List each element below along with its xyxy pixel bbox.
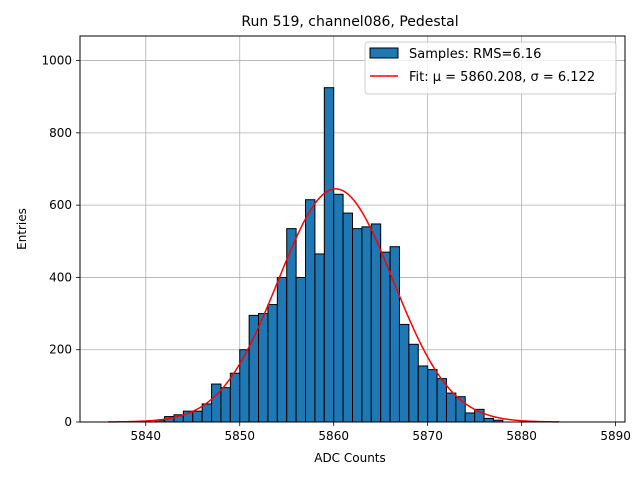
x-tick-label: 5870 — [412, 429, 443, 443]
histogram-bar — [370, 223, 382, 423]
x-axis-ticks: 5840 5850 5860 5870 5880 5890 — [131, 422, 631, 443]
legend-frame — [364, 41, 617, 95]
legend-fit-label: Fit: μ = 5860.208, σ = 6.122 — [409, 70, 595, 85]
histogram-bar — [483, 417, 494, 423]
fit-curve-group — [108, 188, 560, 423]
histogram-bar — [192, 410, 203, 423]
histogram-bar — [220, 387, 231, 423]
histogram-bar — [229, 372, 241, 423]
histogram-bar — [417, 365, 429, 423]
histogram-bar — [201, 403, 213, 423]
x-axis-label: ADC Counts — [314, 451, 386, 465]
histogram-bar — [258, 313, 269, 423]
histogram-bar — [408, 343, 419, 423]
histogram-bar — [352, 228, 363, 423]
histogram-bar — [380, 251, 391, 423]
y-tick-label: 600 — [49, 198, 72, 212]
histogram-bar — [333, 193, 344, 423]
x-tick-label: 5880 — [506, 429, 537, 443]
histogram-bars — [154, 87, 504, 423]
histogram-bar — [295, 276, 307, 423]
y-tick-label: 1000 — [41, 54, 72, 68]
chart-title: Run 519, channel086, Pedestal — [241, 14, 458, 30]
histogram-bar — [398, 323, 410, 423]
histogram-bar — [305, 199, 316, 423]
histogram-bar — [314, 253, 325, 423]
histogram-bar — [211, 383, 222, 423]
histogram-bar — [361, 226, 372, 423]
histogram-bar — [436, 378, 447, 423]
y-tick-label: 200 — [49, 343, 72, 357]
histogram-bar — [427, 369, 438, 423]
histogram-bar — [464, 412, 476, 423]
y-tick-label: 0 — [64, 415, 72, 429]
x-tick-label: 5850 — [224, 429, 255, 443]
x-tick-label: 5890 — [600, 429, 631, 443]
legend-histogram-swatch — [369, 47, 399, 59]
histogram-bar — [445, 392, 457, 423]
plot-area-frame — [79, 35, 626, 423]
histogram-bar — [323, 87, 335, 423]
x-tick-label: 5860 — [318, 429, 349, 443]
histogram-bar — [276, 276, 288, 423]
legend: Samples: RMS=6.16 Fit: μ = 5860.208, σ =… — [364, 41, 617, 95]
histogram-bar — [389, 246, 400, 423]
y-axis-label: Entries — [15, 208, 29, 250]
histogram-bar — [342, 212, 354, 423]
histogram-bar — [267, 304, 278, 423]
fit-curve — [108, 188, 560, 423]
y-tick-label: 400 — [49, 270, 72, 284]
y-tick-label: 800 — [49, 126, 72, 140]
x-tick-label: 5840 — [131, 429, 162, 443]
legend-histogram-label: Samples: RMS=6.16 — [409, 47, 541, 62]
y-axis-ticks: 0 200 400 600 800 1000 — [41, 54, 80, 429]
